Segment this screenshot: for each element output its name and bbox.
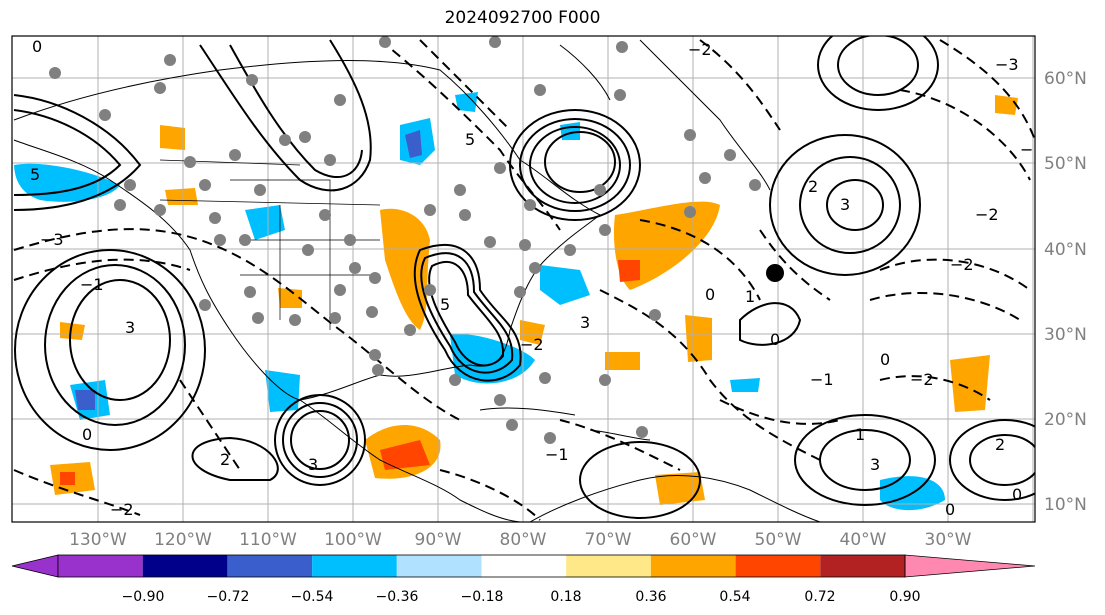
colorbar-segment [481,555,567,577]
latitude-labels: 60°N 50°N 40°N 30°N 20°N 10°N [1044,69,1087,515]
colorbar-tick-label: −0.90 [122,589,165,605]
colorbar-segment [735,555,821,577]
contour-label: −1 [810,370,834,389]
contour-label: −2 [910,370,934,389]
contour-label: 3 [308,455,318,474]
lat-label: 20°N [1044,410,1087,430]
contour-label: −2 [110,500,134,519]
contour-label: −3 [40,230,64,249]
contour-label: −1 [80,275,104,294]
colorbar-border [57,554,906,578]
lon-label: 80°W [500,530,547,550]
lon-label: 70°W [585,530,632,550]
contour-label: 2 [808,177,818,196]
lon-label: 120°W [154,530,212,550]
contour-label-group: 5 −3 0 3 5 5 2 3 0 −2 3 0 1 0 2 3 −3 −3 … [30,37,1044,519]
lon-label: 100°W [324,530,382,550]
contour-label: 5 [440,295,450,314]
contour-label: 0 [82,425,92,444]
contour-label: −2 [688,40,712,59]
colorbar-segment [58,555,143,577]
contour-label: −3 [1020,140,1044,159]
contour-label: −2 [950,255,974,274]
contour-label: 5 [465,130,475,149]
colorbar-tick-label: −0.54 [291,589,334,605]
contour-label: 0 [32,37,42,56]
colorbar-tick-label: −0.72 [207,589,250,605]
contour-label: −2 [520,335,544,354]
contour-label: 0 [945,500,955,519]
colorbar-tick-label: 0.36 [635,589,666,605]
colorbar-segment [820,555,905,577]
lon-label: 110°W [239,530,297,550]
colorbar [11,554,1036,578]
contour-label: 2 [995,435,1005,454]
map-border [11,35,1036,523]
colorbar-tick-label: 0.90 [889,589,920,605]
lon-label: 50°W [755,530,802,550]
longitude-labels: 130°W 120°W 110°W 100°W 90°W 80°W 70°W 6… [69,530,972,550]
colorbar-extend-low [11,554,59,578]
lat-label: 30°N [1044,325,1087,345]
colorbar-tick-label: −0.18 [461,589,504,605]
contour-label: 2 [220,450,230,469]
contour-label: 3 [580,313,590,332]
contour-label: 3 [840,195,850,214]
contour-label: 3 [870,455,880,474]
admin-boundaries [159,159,381,330]
map-title: 2024092700 F000 [444,8,601,28]
colorbar-extend-high [904,554,1036,578]
lat-label: 40°N [1044,240,1087,260]
contour-label: 1 [855,425,865,444]
colorbar-segment [396,555,482,577]
colorbar-tick-label: 0.72 [804,589,835,605]
contour-label: −1 [545,445,569,464]
lat-label: 60°N [1044,69,1087,89]
contour-label: 3 [125,318,135,337]
contour-label: 0 [705,285,715,304]
contour-label: 1 [745,287,755,306]
lat-label: 10°N [1044,495,1087,515]
colorbar-segment [312,555,397,577]
colorbar-segment [566,555,651,577]
colorbar-tick-label: −0.36 [376,589,419,605]
colorbar-tick-label: 0.18 [550,589,581,605]
contour-label: 0 [1012,485,1022,504]
lat-label: 50°N [1044,154,1087,174]
colorbar-segment [227,555,313,577]
contour-label: −2 [975,205,999,224]
contour-label: 5 [30,165,40,184]
contour-label: 0 [880,350,890,369]
lon-label: 40°W [840,530,887,550]
solid-contours [13,36,1035,519]
colorbar-segment [650,555,736,577]
contour-label: 0 [770,330,780,349]
lon-label: 90°W [415,530,462,550]
lon-label: 30°W [925,530,972,550]
colorbar-tick-labels: −0.90 −0.72 −0.54 −0.36 −0.18 0.18 0.36 … [122,589,921,605]
contour-label: −3 [995,55,1019,74]
highlight-point-marker [766,264,784,282]
colorbar-tick-label: 0.54 [719,589,750,605]
dashed-contours [13,39,1035,521]
colorbar-segment [142,555,228,577]
station-markers [49,36,761,444]
lon-label: 130°W [69,530,127,550]
lon-label: 60°W [670,530,717,550]
